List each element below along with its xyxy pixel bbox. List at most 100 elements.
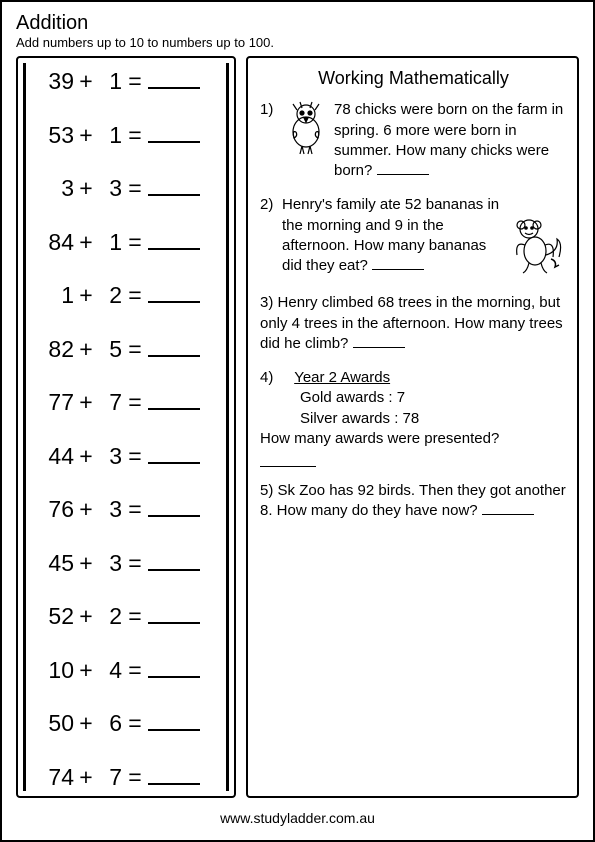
operand-a: 74 — [36, 764, 74, 791]
plus-sign: + — [74, 175, 98, 202]
answer-blank[interactable] — [148, 232, 200, 250]
equals-sign: = — [122, 764, 148, 791]
answer-blank[interactable] — [377, 163, 429, 175]
equals-sign: = — [122, 68, 148, 95]
operand-b: 7 — [98, 389, 122, 416]
equals-sign: = — [122, 710, 148, 737]
operand-b: 2 — [98, 282, 122, 309]
operand-b: 3 — [98, 496, 122, 523]
worksheet-page: Addition Add numbers up to 10 to numbers… — [0, 0, 595, 842]
operand-b: 3 — [98, 175, 122, 202]
answer-blank[interactable] — [148, 606, 200, 624]
answer-blank[interactable] — [148, 553, 200, 571]
operand-a: 10 — [36, 657, 74, 684]
answer-blank[interactable] — [148, 125, 200, 143]
operand-b: 2 — [98, 603, 122, 630]
operand-a: 52 — [36, 603, 74, 630]
operand-b: 4 — [98, 657, 122, 684]
operand-a: 3 — [36, 175, 74, 202]
problem-5: 5) Sk Zoo has 92 birds. Then they got an… — [260, 481, 567, 522]
equals-sign: = — [122, 389, 148, 416]
plus-sign: + — [74, 443, 98, 470]
plus-sign: + — [74, 389, 98, 416]
equation-row: 82+5= — [28, 336, 230, 363]
answer-blank[interactable] — [148, 178, 200, 196]
answer-blank[interactable] — [372, 258, 424, 270]
operand-a: 84 — [36, 229, 74, 256]
equation-row: 44+3= — [28, 443, 230, 470]
plus-sign: + — [74, 710, 98, 737]
equation-row: 50+6= — [28, 710, 230, 737]
answer-blank[interactable] — [482, 503, 534, 515]
operand-b: 3 — [98, 443, 122, 470]
footer-url: www.studyladder.com.au — [16, 810, 579, 826]
equals-sign: = — [122, 122, 148, 149]
answer-blank[interactable] — [148, 392, 200, 410]
silver-awards: Silver awards : 78 — [260, 409, 567, 429]
operand-b: 7 — [98, 764, 122, 791]
operand-b: 1 — [98, 122, 122, 149]
equals-sign: = — [122, 336, 148, 363]
plus-sign: + — [74, 282, 98, 309]
page-subtitle: Add numbers up to 10 to numbers up to 10… — [16, 35, 579, 50]
problem-number: 2) — [260, 195, 273, 215]
answer-blank[interactable] — [148, 285, 200, 303]
problem-number: 5) — [260, 482, 273, 499]
equations-column: 39+1=53+1=3+3=84+1=1+2=82+5=77+7=44+3=76… — [16, 56, 236, 798]
problem-1: 1) — [260, 100, 567, 181]
equals-sign: = — [122, 603, 148, 630]
problem-number: 3) — [260, 294, 273, 311]
equals-sign: = — [122, 443, 148, 470]
operand-b: 6 — [98, 710, 122, 737]
answer-blank[interactable] — [148, 71, 200, 89]
operand-b: 5 — [98, 336, 122, 363]
plus-sign: + — [74, 657, 98, 684]
equation-row: 53+1= — [28, 122, 230, 149]
monkey-icon — [509, 215, 567, 279]
answer-blank[interactable] — [148, 446, 200, 464]
plus-sign: + — [74, 336, 98, 363]
answer-blank[interactable] — [353, 336, 405, 348]
problem-text: 78 chicks were born on the farm in sprin… — [334, 100, 567, 181]
operand-a: 77 — [36, 389, 74, 416]
operand-a: 45 — [36, 550, 74, 577]
problem-3: 3) Henry climbed 68 trees in the morning… — [260, 293, 567, 354]
plus-sign: + — [74, 550, 98, 577]
answer-blank[interactable] — [260, 453, 316, 467]
answer-blank[interactable] — [148, 660, 200, 678]
answer-blank[interactable] — [148, 339, 200, 357]
equals-sign: = — [122, 657, 148, 684]
operand-a: 1 — [36, 282, 74, 309]
answer-blank[interactable] — [148, 713, 200, 731]
problem-number: 1) — [260, 100, 278, 181]
operand-b: 1 — [98, 229, 122, 256]
operand-a: 53 — [36, 122, 74, 149]
problem-question: How many awards were presented? — [260, 429, 567, 449]
operand-a: 39 — [36, 68, 74, 95]
plus-sign: + — [74, 496, 98, 523]
equals-sign: = — [122, 496, 148, 523]
operand-b: 1 — [98, 68, 122, 95]
operand-a: 82 — [36, 336, 74, 363]
equation-row: 1+2= — [28, 282, 230, 309]
plus-sign: + — [74, 229, 98, 256]
word-problems-column: Working Mathematically 1) — [246, 56, 579, 798]
equals-sign: = — [122, 550, 148, 577]
operand-b: 3 — [98, 550, 122, 577]
equals-sign: = — [122, 229, 148, 256]
problem-2: 2) — [260, 195, 567, 279]
answer-blank[interactable] — [148, 499, 200, 517]
operand-a: 50 — [36, 710, 74, 737]
gold-awards: Gold awards : 7 — [260, 388, 567, 408]
operand-a: 44 — [36, 443, 74, 470]
equation-row: 10+4= — [28, 657, 230, 684]
equals-sign: = — [122, 175, 148, 202]
answer-blank[interactable] — [148, 767, 200, 785]
page-title: Addition — [16, 12, 579, 35]
equation-row: 84+1= — [28, 229, 230, 256]
plus-sign: + — [74, 68, 98, 95]
chick-icon — [284, 100, 328, 181]
equation-row: 76+3= — [28, 496, 230, 523]
operand-a: 76 — [36, 496, 74, 523]
equation-row: 77+7= — [28, 389, 230, 416]
